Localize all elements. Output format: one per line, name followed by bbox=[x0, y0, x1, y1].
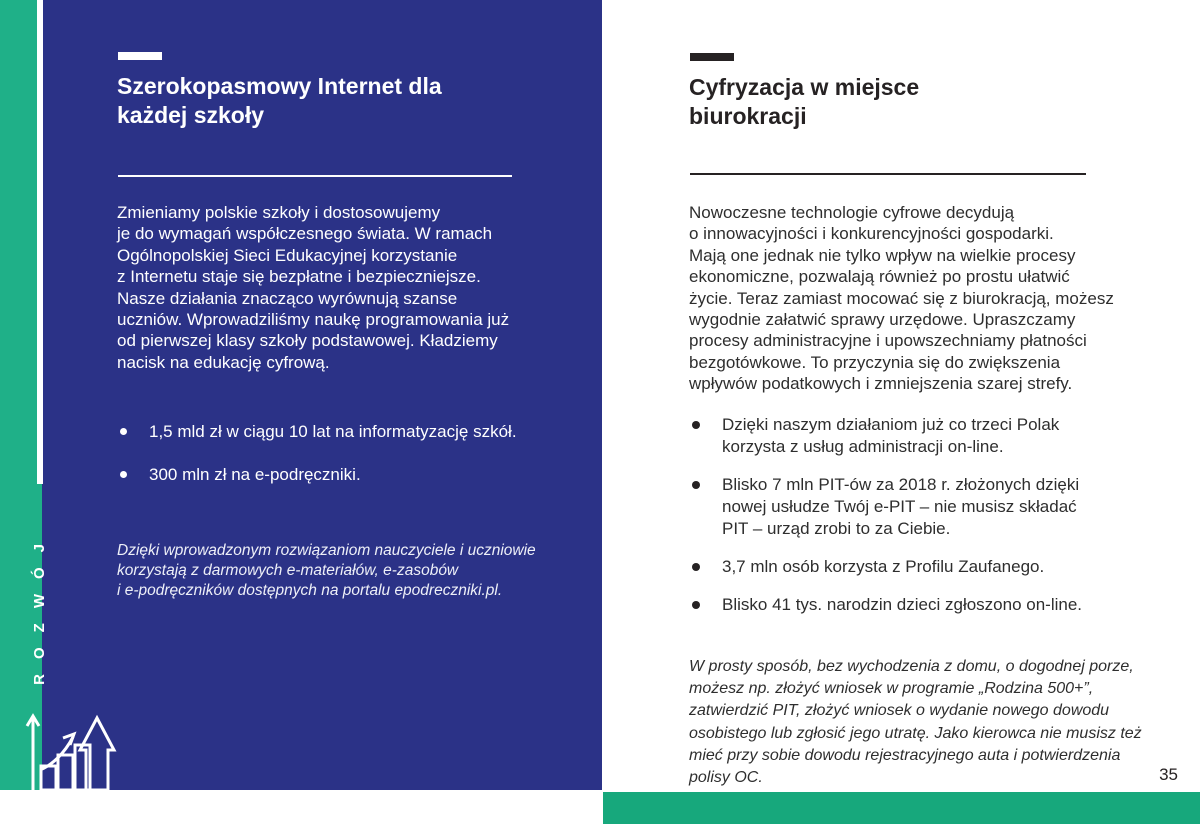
bullet-dot-icon bbox=[120, 471, 127, 478]
growth-chart-icon bbox=[25, 713, 117, 793]
bullet-list-left: 1,5 mld zł w ciągu 10 lat na informatyza… bbox=[120, 421, 590, 486]
bullet-dot-icon bbox=[120, 428, 127, 435]
section-paragraph-left: Zmieniamy polskie szkoły i dostosowujemy… bbox=[117, 203, 510, 372]
section-paragraph-right: Nowoczesne technologie cyfrowe decydują … bbox=[689, 203, 1114, 394]
section-title-left: Szerokopasmowy Internet dla każdej szkoł… bbox=[117, 73, 442, 128]
italic-note-left: Dzięki wprowadzonym rozwiązaniom nauczyc… bbox=[117, 542, 536, 599]
list-item: Blisko 7 mln PIT-ów za 2018 r. złożonych… bbox=[692, 474, 1172, 540]
bullet-dot-icon bbox=[692, 563, 700, 571]
bullet-text: 3,7 mln osób korzysta z Profilu Zaufaneg… bbox=[722, 557, 1045, 576]
page-number: 35 bbox=[1159, 765, 1178, 784]
section-rule-left bbox=[118, 175, 512, 177]
bullet-dot-icon bbox=[692, 481, 700, 489]
list-item: Dzięki naszym działaniom już co trzeci P… bbox=[692, 414, 1172, 458]
vertical-rule bbox=[37, 0, 43, 484]
italic-note-right: W prosty sposób, bez wychodzenia z domu,… bbox=[689, 658, 1142, 787]
bullet-text: Dzięki naszym działaniom już co trzeci P… bbox=[722, 415, 1060, 456]
bullet-list-right: Dzięki naszym działaniom już co trzeci P… bbox=[692, 414, 1172, 616]
bullet-text: 300 mln zł na e-podręczniki. bbox=[149, 465, 361, 484]
list-item: 300 mln zł na e-podręczniki. bbox=[120, 464, 590, 486]
bullet-text: Blisko 41 tys. narodzin dzieci zgłoszono… bbox=[722, 595, 1083, 614]
bullet-dot-icon bbox=[692, 601, 700, 609]
left-green-strip bbox=[0, 0, 42, 790]
chapter-label: ROZWÓJ bbox=[24, 518, 54, 696]
section-dash-left bbox=[118, 52, 162, 60]
bullet-text: Blisko 7 mln PIT-ów za 2018 r. złożonych… bbox=[722, 475, 1080, 538]
chapter-label-text: ROZWÓJ bbox=[30, 529, 48, 685]
section-dash-right bbox=[690, 53, 734, 61]
bullet-dot-icon bbox=[692, 421, 700, 429]
section-rule-right bbox=[690, 173, 1086, 175]
bullet-text: 1,5 mld zł w ciągu 10 lat na informatyza… bbox=[149, 422, 517, 441]
section-title-right: Cyfryzacja w miejsce biurokracji bbox=[689, 74, 920, 129]
footer-green-bar bbox=[603, 792, 1200, 824]
list-item: Blisko 41 tys. narodzin dzieci zgłoszono… bbox=[692, 594, 1172, 616]
list-item: 3,7 mln osób korzysta z Profilu Zaufaneg… bbox=[692, 556, 1172, 578]
left-navy-panel bbox=[42, 0, 602, 790]
list-item: 1,5 mld zł w ciągu 10 lat na informatyza… bbox=[120, 421, 590, 443]
